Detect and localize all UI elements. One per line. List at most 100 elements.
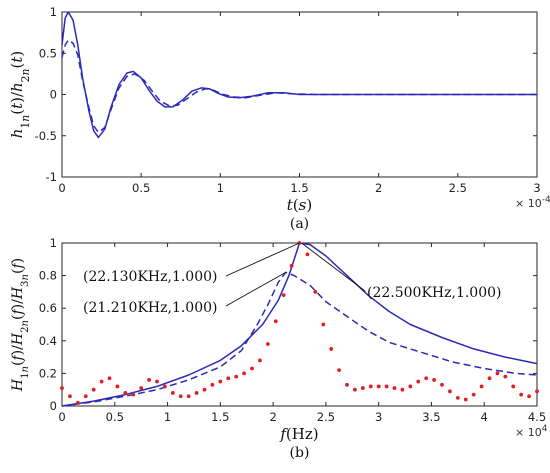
- panel-a-x-axis-label: t(s): [287, 196, 312, 214]
- data-point: [392, 386, 397, 390]
- x-tick-label: 4: [481, 410, 488, 424]
- data-point: [448, 389, 452, 394]
- data-point: [305, 252, 310, 257]
- y-tick-label: 0.8: [39, 269, 57, 283]
- panel-b-annotations: (22.130KHz,1.000) (21.210KHz,1.000) (22.50…: [83, 242, 501, 316]
- data-point: [313, 290, 318, 294]
- x-tick-label: 1.5: [290, 181, 308, 195]
- data-point: [384, 384, 389, 389]
- data-point: [511, 384, 516, 389]
- data-point: [400, 387, 405, 392]
- data-point: [463, 397, 468, 402]
- x-tick-label: 2.5: [449, 181, 467, 195]
- panel-b-frequency-response: 0 0.5 1 1.5 2 2.5 3 3.5 4 4.5 0 0.2 0.4 0.6 0.8 1 (22.1…: [10, 236, 548, 461]
- y-tick-label: 1: [50, 5, 57, 19]
- data-point: [210, 382, 215, 387]
- x-tick-label: 1: [164, 410, 171, 424]
- x-tick-label: 3.5: [422, 410, 440, 424]
- data-point: [60, 386, 64, 390]
- y-tick-label: -0.5: [35, 129, 57, 143]
- x-tick-label: 2: [375, 181, 382, 195]
- panel-a-ticks: 0 0.5 1 1.5 2 2.5 3 -1 -0.5 0 0.5 1: [35, 5, 541, 195]
- y-tick-label: 1: [50, 236, 57, 250]
- x-tick-label: 0: [58, 410, 65, 424]
- data-point: [163, 384, 167, 389]
- data-point: [408, 384, 413, 389]
- data-point: [178, 394, 183, 399]
- data-point: [471, 392, 476, 397]
- annotation-label: (22.130KHz,1.000): [83, 269, 217, 285]
- data-point: [432, 378, 436, 382]
- data-point: [139, 386, 144, 390]
- data-point: [416, 379, 421, 384]
- data-point: [155, 379, 159, 384]
- data-point: [107, 376, 112, 381]
- data-point: [368, 384, 373, 389]
- data-point: [455, 395, 460, 400]
- annotation-label: (21.210KHz,1.000): [83, 300, 217, 316]
- data-point: [91, 387, 96, 392]
- data-point: [75, 400, 80, 405]
- data-point: [424, 376, 429, 381]
- annotation-leader-line: [225, 271, 286, 307]
- data-point: [186, 394, 191, 399]
- data-point: [360, 386, 365, 390]
- annotation-leader-line: [301, 242, 366, 292]
- data-point: [487, 376, 492, 381]
- data-point: [535, 389, 539, 394]
- data-point: [242, 371, 246, 376]
- x-tick-label: 3: [533, 181, 540, 195]
- data-point: [83, 394, 88, 399]
- panel-a-label: (a): [290, 216, 309, 232]
- data-point: [527, 394, 531, 399]
- data-point: [170, 391, 175, 395]
- panel-b-label: (b): [290, 445, 310, 461]
- x-tick-label: 3: [375, 410, 382, 424]
- x-tick-label: 1: [217, 181, 224, 195]
- data-point: [495, 371, 500, 376]
- panel-b-ticks: 0 0.5 1 1.5 2 2.5 3 3.5 4 4.5 0 0.2 0.4 0.6 0.8 1: [39, 236, 546, 424]
- data-point: [115, 384, 120, 389]
- panel-a-series: [61, 11, 537, 139]
- data-point: [258, 358, 262, 363]
- data-point: [131, 392, 136, 397]
- series-line-dashed: [61, 39, 537, 134]
- y-tick-label: 0.4: [39, 334, 57, 348]
- panel-b-plot-area: [61, 242, 538, 407]
- data-point: [202, 387, 207, 392]
- data-point: [68, 394, 72, 399]
- y-tick-label: 0.2: [39, 366, 57, 380]
- x-tick-label: 1.5: [211, 410, 229, 424]
- data-point: [503, 374, 508, 379]
- data-point: [123, 391, 128, 395]
- data-point: [147, 378, 151, 382]
- panel-a-x-exponent: × 10-4: [515, 195, 550, 210]
- data-point: [479, 384, 484, 389]
- x-tick-label: 0.5: [132, 181, 150, 195]
- data-point: [281, 293, 286, 298]
- y-tick-label: -1: [46, 170, 57, 184]
- x-tick-label: 2.5: [317, 410, 335, 424]
- data-point: [226, 376, 231, 381]
- annotation-label: (22.500KHz,1.000): [367, 285, 501, 301]
- x-tick-label: 0: [58, 181, 65, 195]
- panel-b-x-axis-label: f(Hz): [279, 425, 318, 443]
- data-point: [519, 392, 524, 397]
- data-point: [265, 342, 270, 346]
- panel-b-y-axis-label: H1n(f)/H2n(f)/H3n(f): [10, 258, 31, 392]
- series-line-dashed: [61, 271, 538, 407]
- y-tick-label: 0: [50, 399, 57, 413]
- panel-a-y-axis-label: h1n(t)/h2n(t): [8, 51, 32, 139]
- panel-b-x-exponent: × 104: [515, 424, 548, 439]
- data-point: [289, 263, 294, 268]
- data-point: [345, 382, 349, 387]
- x-tick-label: 2: [269, 410, 276, 424]
- panel-a-time-response: 0 0.5 1 1.5 2 2.5 3 -1 -0.5 0 0.5 1 h1n(t)/h2n(t) t…: [8, 5, 550, 232]
- x-tick-label: 0.5: [106, 410, 124, 424]
- data-point: [353, 387, 357, 392]
- x-tick-label: 4.5: [528, 410, 546, 424]
- series-line-solid: [61, 242, 538, 407]
- data-point: [99, 379, 104, 384]
- y-tick-label: 0.5: [39, 46, 57, 60]
